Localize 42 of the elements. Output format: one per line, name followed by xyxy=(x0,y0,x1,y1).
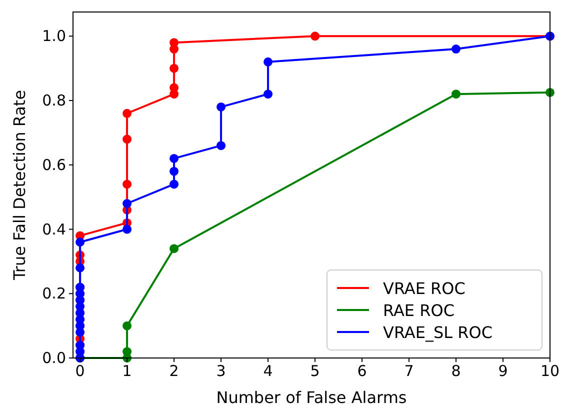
y-axis-title: True Fall Detection Rate xyxy=(10,90,29,282)
x-tick-label: 9 xyxy=(498,362,508,380)
point xyxy=(122,199,132,208)
x-tick-label: 6 xyxy=(357,362,367,380)
point xyxy=(216,102,226,112)
point xyxy=(264,57,273,66)
point xyxy=(452,90,461,99)
y-tick-label: 0.6 xyxy=(42,156,66,174)
point xyxy=(76,263,85,272)
point xyxy=(122,108,132,118)
point xyxy=(170,166,179,176)
y-tick-label: 0.8 xyxy=(42,92,66,110)
point xyxy=(264,90,273,99)
point xyxy=(122,224,132,234)
point xyxy=(216,141,226,150)
y-tick-label: 0.2 xyxy=(42,284,66,303)
point xyxy=(76,238,85,247)
x-tick-label: 8 xyxy=(451,362,461,380)
point xyxy=(170,180,179,189)
legend-label: RAE ROC xyxy=(383,301,454,320)
x-tick-label: 2 xyxy=(169,362,179,380)
x-tick-label: 5 xyxy=(310,362,320,380)
y-tick-label: 0.0 xyxy=(42,349,66,367)
x-tick-label: 10 xyxy=(540,362,560,380)
x-tick-label: 1 xyxy=(122,362,132,380)
y-tick-label: 0.4 xyxy=(42,220,66,238)
x-tick-label: 7 xyxy=(404,362,414,380)
point xyxy=(170,64,179,73)
point xyxy=(122,134,132,144)
point xyxy=(122,180,132,189)
x-axis-title: Number of False Alarms xyxy=(216,388,407,407)
legend-label: VRAE ROC xyxy=(383,279,466,298)
y-tick-label: 1.0 xyxy=(42,27,66,46)
point xyxy=(122,321,132,330)
x-tick-label: 3 xyxy=(216,362,226,380)
point xyxy=(170,244,179,254)
x-tick-label: 4 xyxy=(263,362,273,380)
point xyxy=(452,44,461,54)
point xyxy=(310,32,320,41)
x-tick-label: 0 xyxy=(75,362,85,380)
point xyxy=(170,154,179,163)
legend-label: VRAE_SL ROC xyxy=(383,323,493,342)
